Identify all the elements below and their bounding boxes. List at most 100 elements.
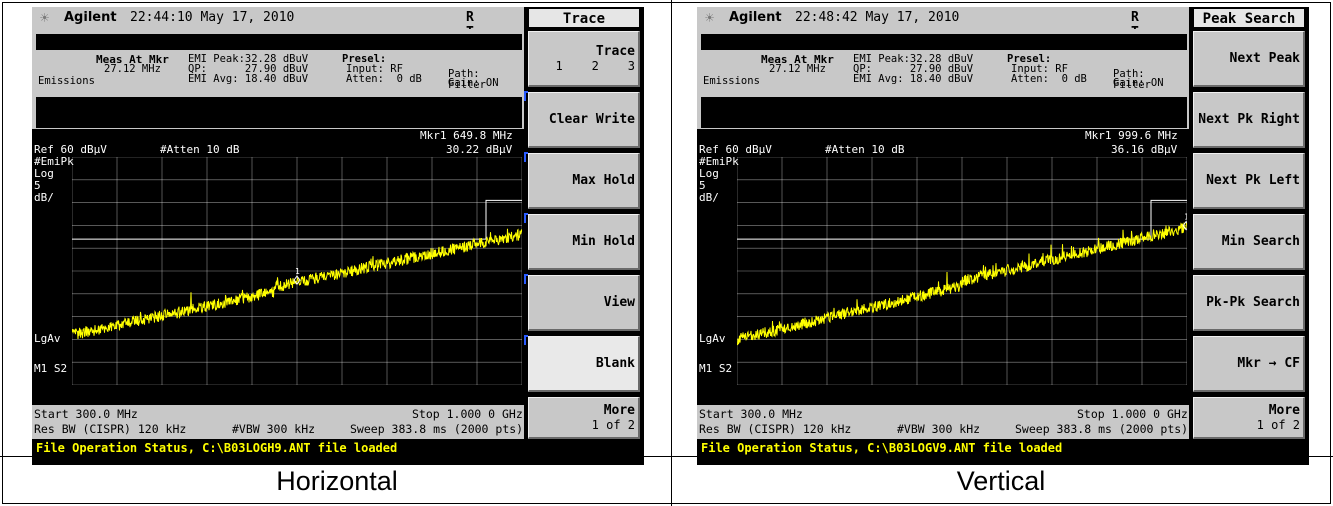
mode-label: M1 S2 — [699, 362, 733, 375]
presel-label: Presel: — [1007, 53, 1052, 65]
softkey-label: Min Search — [1221, 234, 1300, 249]
softkey-label: Max Hold — [572, 173, 635, 188]
menu-title: Peak Search — [1193, 8, 1305, 28]
measurement-readout: Meas At Mkr 27.12 MHz Emissions EMI Peak… — [701, 52, 1187, 92]
brand-label: Agilent — [64, 10, 117, 25]
scale-unit-label: dB/ — [34, 191, 54, 204]
menu-title: Trace — [528, 8, 640, 28]
softkey-menu: Trace Trace 1 2 3 Clear Write Max Hold M… — [524, 7, 644, 439]
view-softkey[interactable]: View — [528, 275, 640, 331]
next-pk-right-softkey[interactable]: Next Pk Right — [1193, 92, 1305, 148]
softkey-sub: 1 of 2 — [1256, 418, 1300, 432]
active-indicator — [524, 335, 528, 345]
sweep-time: Sweep 383.8 ms (2000 pts) — [350, 422, 524, 436]
analyzer-screen-horizontal: ☀ Agilent 22:44:10 May 17, 2010 R T Meas… — [32, 7, 644, 465]
sweep-info: Start 300.0 MHz Stop 1.000 0 GHz Res BW … — [32, 405, 524, 439]
analyzer-screen-vertical: ☀ Agilent 22:48:42 May 17, 2010 R T Meas… — [697, 7, 1309, 465]
min-search-softkey[interactable]: Min Search — [1193, 214, 1305, 270]
marker-frequency: Mkr1 649.8 MHz — [420, 129, 513, 142]
detector-label: #EmiPk — [34, 155, 74, 168]
average-type-label: LgAv — [34, 332, 61, 345]
reference-level: Ref 60 dBµV — [34, 143, 107, 156]
message-bar-top — [701, 34, 1187, 50]
resolution-bandwidth: Res BW (CISPR) 120 kHz — [34, 422, 187, 436]
mode-label: M1 S2 — [34, 362, 68, 375]
measurement-readout: Meas At Mkr 27.12 MHz Emissions EMI Peak… — [36, 52, 522, 92]
min-hold-softkey[interactable]: Min Hold — [528, 214, 640, 270]
average-type-label: LgAv — [699, 332, 726, 345]
presel-label: Presel: — [342, 53, 387, 65]
more-softkey[interactable]: More 1 of 2 — [1193, 397, 1305, 439]
stop-frequency: Stop 1.000 0 GHz — [1077, 407, 1188, 421]
active-indicator — [524, 274, 528, 284]
softkey-label: Mkr → CF — [1237, 356, 1300, 371]
sweep-time: Sweep 383.8 ms (2000 pts) — [1015, 422, 1189, 436]
caption-horizontal: Horizontal — [276, 466, 398, 496]
mkr-to-cf-softkey[interactable]: Mkr → CF — [1193, 336, 1305, 392]
spectrum-graph: Mkr1 999.6 MHz Ref 60 dBµV #Atten 10 dB … — [697, 129, 1189, 407]
trace-plot: 1 — [737, 157, 1187, 385]
emi-peak-readout: EMI Peak:32.28 dBuV — [188, 53, 309, 65]
softkey-label: More — [1268, 403, 1300, 418]
message-bar-top — [36, 34, 522, 50]
detector-label: #EmiPk — [699, 155, 739, 168]
marker-amplitude: 36.16 dBµV — [1111, 143, 1178, 156]
path-readout: Path: Filter — [1113, 68, 1151, 91]
file-status-bar: File Operation Status, C:\B03LOGH9.ANT f… — [32, 439, 644, 457]
meas-at-mkr-label: Meas At Mkr — [96, 53, 169, 66]
section-label: Emissions — [38, 75, 95, 87]
softkey-sub: 1 of 2 — [591, 418, 635, 432]
atten-setting: #Atten 10 dB — [825, 143, 905, 156]
start-frequency: Start 300.0 MHz — [34, 407, 138, 421]
limit-line — [72, 199, 522, 240]
table-row-divider — [0, 456, 1333, 457]
softkey-label: Next Peak — [1229, 51, 1300, 66]
section-label: Emissions — [703, 75, 760, 87]
measured-trace — [72, 228, 522, 340]
file-status-bar: File Operation Status, C:\B03LOGV9.ANT f… — [697, 439, 1309, 457]
softkey-label: Blank — [595, 356, 635, 371]
pk-pk-search-softkey[interactable]: Pk-Pk Search — [1193, 275, 1305, 331]
softkey-label: Clear Write — [548, 112, 635, 127]
emi-avg-readout: EMI Avg: 18.40 dBuV — [188, 73, 309, 85]
limit-line — [737, 199, 1187, 240]
softkey-label: Trace — [595, 44, 635, 59]
title-bar: ☀ Agilent 22:44:10 May 17, 2010 R T — [32, 7, 524, 40]
meas-freq: 27.12 MHz — [104, 63, 161, 75]
emi-peak-readout: EMI Peak:32.28 dBuV — [853, 53, 974, 65]
gain-readout: Gain: ON — [448, 77, 499, 89]
trace-select-softkey[interactable]: Trace 1 2 3 — [528, 31, 640, 87]
measured-trace — [737, 222, 1187, 346]
qp-readout: QP: 27.90 dBuV — [853, 63, 974, 75]
table-column-divider — [671, 0, 672, 506]
start-frequency: Start 300.0 MHz — [699, 407, 803, 421]
marker-frequency: Mkr1 999.6 MHz — [1085, 129, 1178, 142]
marker-label: 1 — [295, 267, 300, 276]
scale-type-label: Log — [34, 167, 54, 180]
softkey-label: Next Pk Left — [1206, 173, 1300, 188]
active-indicator — [524, 91, 528, 101]
softkey-label: View — [603, 295, 635, 310]
title-bar: ☀ Agilent 22:48:42 May 17, 2010 R T — [697, 7, 1189, 40]
resolution-bandwidth: Res BW (CISPR) 120 kHz — [699, 422, 852, 436]
timestamp: 22:44:10 May 17, 2010 — [130, 10, 295, 25]
video-bandwidth: #VBW 300 kHz — [232, 422, 316, 436]
scale-value-label: 5 — [699, 179, 706, 192]
clear-write-softkey[interactable]: Clear Write — [528, 92, 640, 148]
qp-readout: QP: 27.90 dBuV — [188, 63, 309, 75]
next-peak-softkey[interactable]: Next Peak — [1193, 31, 1305, 87]
reference-level: Ref 60 dBµV — [699, 143, 772, 156]
input-readout: Input: RF — [346, 63, 403, 75]
blank-softkey[interactable]: Blank — [528, 336, 640, 392]
active-indicator — [524, 152, 528, 162]
meas-freq: 27.12 MHz — [769, 63, 826, 75]
marker-amplitude: 30.22 dBµV — [446, 143, 513, 156]
sun-icon: ☀ — [705, 9, 715, 27]
gain-readout: Gain: ON — [1113, 77, 1164, 89]
more-softkey[interactable]: More 1 of 2 — [528, 397, 640, 439]
next-pk-left-softkey[interactable]: Next Pk Left — [1193, 153, 1305, 209]
max-hold-softkey[interactable]: Max Hold — [528, 153, 640, 209]
atten-readout: Atten: 0 dB — [1011, 73, 1087, 85]
emi-avg-readout: EMI Avg: 18.40 dBuV — [853, 73, 974, 85]
